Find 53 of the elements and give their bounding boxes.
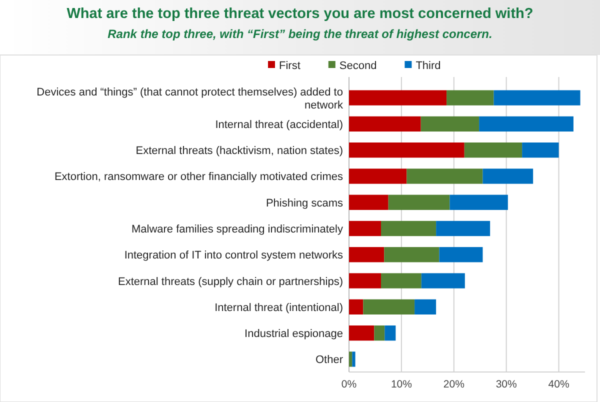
bar <box>352 352 356 367</box>
bar <box>349 142 464 158</box>
bar <box>406 168 483 184</box>
y-tick-label: Devices and “things” (that cannot protect themselves) added to network <box>36 86 344 112</box>
bar <box>446 90 494 106</box>
bar <box>349 273 381 288</box>
bar <box>349 220 381 236</box>
bar <box>380 220 436 236</box>
y-tick-label: Other <box>315 354 344 366</box>
bar <box>450 194 508 210</box>
bar <box>388 194 450 210</box>
legend-label: Third <box>416 60 441 72</box>
y-tick-label: Internal threat (intentional) <box>214 302 343 314</box>
bar <box>349 194 388 210</box>
y-tick-label: Malware families spreading indiscriminately <box>131 224 344 236</box>
chart-title: What are the top three threat vectors you are most concerned with? <box>66 6 534 22</box>
bar <box>380 273 422 288</box>
legend-label: First <box>279 60 300 72</box>
bar <box>363 299 415 314</box>
legend-label: Second <box>339 60 377 72</box>
bar <box>420 116 480 132</box>
bar <box>482 168 534 184</box>
y-tick-label: External threats (hacktivism, nation states) <box>136 145 343 158</box>
bar <box>384 325 396 341</box>
bar <box>439 247 483 262</box>
chart-subtitle: Rank the top three, with “First” being the threat of highest concern. <box>108 27 492 41</box>
x-tick-label: 20% <box>443 378 464 390</box>
bar <box>349 247 384 262</box>
bar <box>436 220 490 236</box>
bar <box>349 352 352 367</box>
y-tick-label: Internal threat (accidental) <box>215 118 343 131</box>
bar <box>494 90 580 106</box>
bar <box>349 116 421 132</box>
bar <box>349 90 447 106</box>
x-tick-label: 0% <box>341 378 357 390</box>
bar <box>479 116 574 132</box>
y-tick-label: Extortion, ransomware or other financially motivated crimes <box>54 171 344 184</box>
bar <box>522 142 559 158</box>
bar <box>414 299 436 314</box>
x-tick-label: 10% <box>390 378 412 390</box>
bar <box>384 247 440 262</box>
y-tick-label: Industrial espionage <box>244 328 343 340</box>
y-tick-label: Integration of IT into control system networks <box>124 250 344 262</box>
x-tick-label: 30% <box>496 378 517 390</box>
bar <box>374 325 385 341</box>
bar <box>349 325 374 341</box>
y-tick-label: External threats (supply chain or partnerships) <box>118 276 343 288</box>
y-tick-label: Phishing scams <box>266 197 344 210</box>
x-tick-label: 40% <box>548 378 570 390</box>
bar <box>464 142 522 158</box>
bar <box>349 299 364 314</box>
bar <box>349 168 407 184</box>
bar <box>421 273 465 288</box>
